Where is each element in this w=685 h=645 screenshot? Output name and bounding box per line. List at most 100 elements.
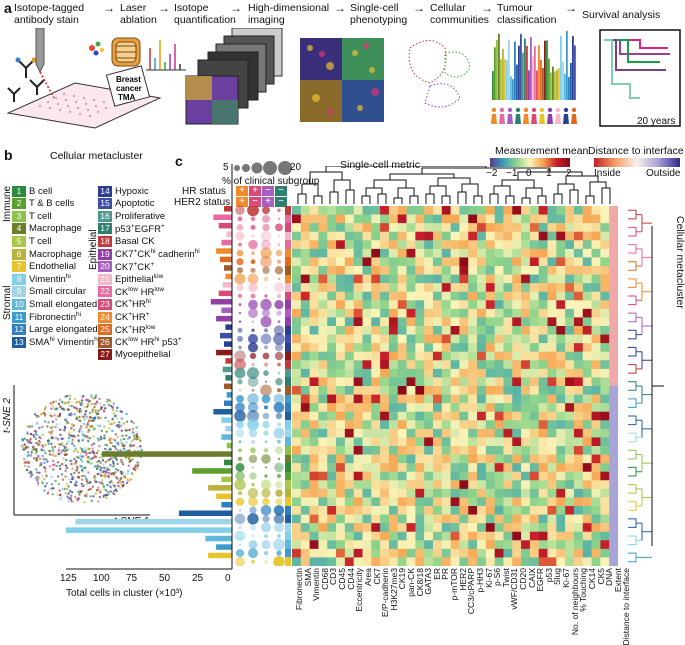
heatmap-cell [309,214,319,224]
heatmap-cell [432,240,443,250]
heatmap-cell [565,248,575,258]
heatmap-cell [300,403,310,413]
heatmap-cell [565,360,575,370]
tsne-point [76,409,80,412]
heatmap-cell [362,506,372,515]
heatmap-cell [450,300,460,310]
heatmap-cell [565,454,575,464]
heatmap-cell [406,231,416,241]
heatmap-cell [521,480,531,490]
tsne-point [47,442,50,445]
clinical-dot [247,273,259,285]
heatmap-cell [512,343,522,353]
heatmap-cell [494,411,504,421]
dendrogram-branch [628,501,642,511]
clinical-dot [237,216,243,222]
heatmap-cell [309,471,319,481]
clinical-dot [235,206,245,215]
heatmap-cell [600,343,610,353]
dendrogram-branch [628,398,642,408]
heatmap-cell [582,437,592,447]
heatmap-cell [415,240,425,250]
heatmap-cell [573,488,584,498]
heatmap-cell [318,300,328,310]
heatmap-cell [521,463,531,473]
tsne-point [49,432,53,435]
heatmap-cell [512,223,522,233]
cluster-name: T & B cells [29,198,75,210]
heatmap-cell [397,548,407,558]
heatmap-cell [388,557,399,566]
tsne-point [71,442,74,445]
heatmap-cell [600,386,610,395]
heatmap-cell [353,317,363,327]
heatmap-cell [600,403,610,413]
heatmap-cell [503,351,513,361]
tsne-point [116,477,119,480]
tsne-point [71,423,74,427]
tsne-point [26,432,29,435]
tsne-point [23,464,26,468]
heatmap-cell [336,446,346,455]
heatmap-cell [292,557,302,566]
tsne-point [73,457,76,461]
heatmap-cell [450,343,460,353]
heatmap-cell [582,394,592,404]
tsne-point [36,475,39,479]
heatmap-cell [309,480,319,490]
tsne-point [120,417,123,420]
heatmap-cell [609,206,618,215]
tsne-point [86,447,90,450]
heatmap-cell [415,471,425,481]
tsne-point [80,426,83,429]
heatmap-cell [432,214,443,224]
tsne-point [100,474,103,477]
heatmap-cell [529,206,539,215]
tsne-point [31,445,35,449]
heatmap-cell [521,523,531,533]
heatmap-cell [503,514,513,524]
heatmap-cell [318,531,328,541]
heatmap-cell [512,386,522,395]
cluster-legend-item: 25 CK+HRlow [98,324,156,336]
heatmap-cell [362,386,372,395]
tsne-point [57,402,61,406]
tsne-point [67,499,70,503]
heatmap-cell [573,283,584,293]
heatmap-cell [573,506,584,515]
heatmap-cell [362,394,372,404]
cluster-size-bar [224,459,232,466]
heatmap-cell [529,266,539,275]
heatmap-cell [485,420,495,430]
heatmap-cell [441,420,451,430]
cluster-size-bar [101,451,233,457]
heatmap-cell [388,420,399,430]
heatmap-cell [450,497,460,507]
heatmap-cell [292,274,302,284]
heatmap-cell [468,257,478,267]
clinical-dot [237,456,243,462]
cluster-name: Large elongated [29,324,98,336]
cluster-name: CK+HRlow [115,323,156,336]
heatmap-cell [591,377,601,387]
heatmap-cell [327,454,337,464]
heatmap-cell [600,266,610,275]
heatmap-cell [600,206,610,215]
heatmap-cell [512,463,522,473]
tsne-point [98,472,102,475]
heatmap-cell [406,403,416,413]
tsne-point [32,448,35,451]
heatmap-cell [441,308,451,318]
cluster-strip-cell [285,360,291,370]
step-label-single-cell-phenotyping: Single-cell phenotyping [350,2,408,26]
heatmap-cell [371,471,381,481]
tsne-point [83,451,86,454]
cluster-name: CK7+CK+ [115,260,155,273]
heatmap-cell [565,368,575,378]
heatmap-cell [344,214,354,224]
heatmap-cell [477,300,487,310]
heatmap-cell [591,334,601,344]
heatmap-cell [582,231,592,241]
clinical-dot [262,412,270,420]
clinical-dot [273,393,285,405]
